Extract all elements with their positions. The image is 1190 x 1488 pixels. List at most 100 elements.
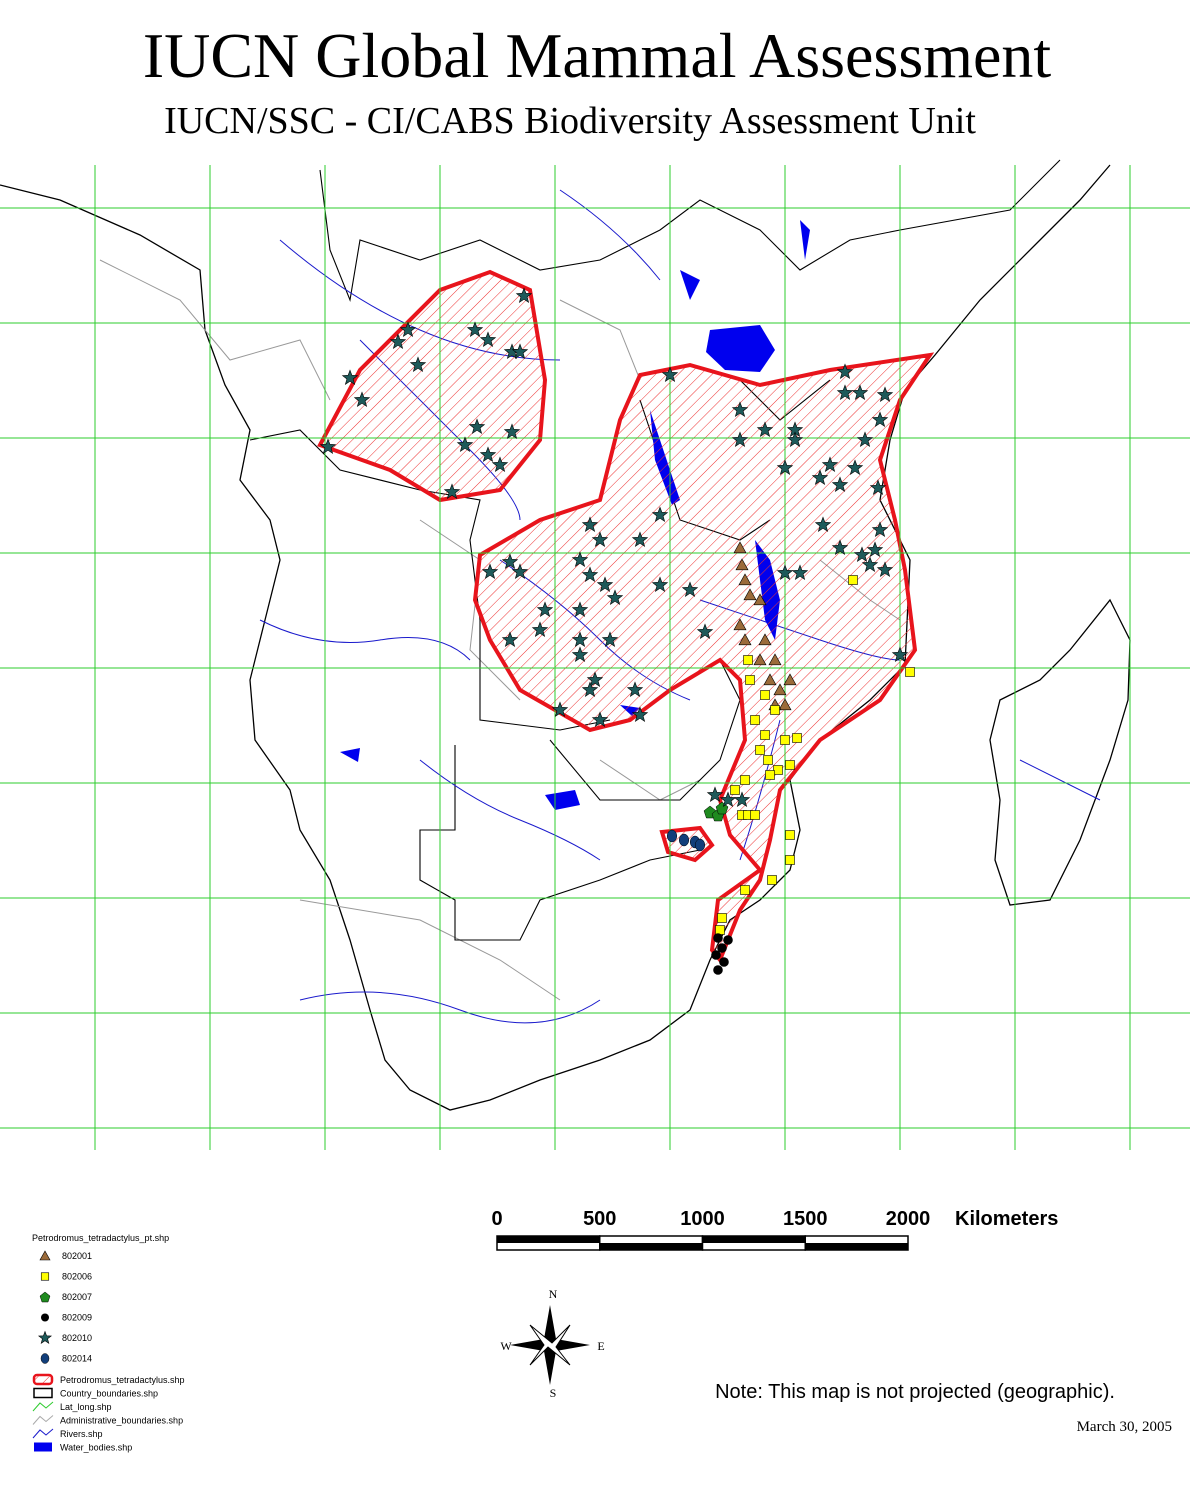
star-marker bbox=[551, 701, 569, 717]
occurrence-points bbox=[319, 287, 915, 975]
star-marker bbox=[536, 601, 554, 617]
square-marker bbox=[767, 875, 777, 885]
star-marker bbox=[606, 589, 624, 605]
star-marker bbox=[731, 401, 749, 417]
square-marker bbox=[770, 705, 780, 715]
star-marker bbox=[479, 446, 497, 462]
star-marker bbox=[531, 621, 549, 637]
square-marker bbox=[785, 855, 795, 865]
legend-layer-label: Petrodromus_tetradactylus.shp bbox=[60, 1375, 185, 1385]
square-marker bbox=[743, 655, 753, 665]
subtitle: IUCN/SSC - CI/CABS Biodiversity Assessme… bbox=[164, 100, 976, 142]
compass-w: W bbox=[500, 1339, 512, 1353]
info-marker bbox=[678, 833, 690, 847]
square-marker bbox=[760, 690, 770, 700]
legend-layer-label: Rivers.shp bbox=[60, 1429, 103, 1439]
star-marker bbox=[891, 646, 909, 662]
star-marker bbox=[876, 561, 894, 577]
legend-admin bbox=[32, 1415, 54, 1425]
star-marker bbox=[353, 391, 371, 407]
compass-s: S bbox=[550, 1386, 557, 1400]
legend-point-label: 802001 bbox=[62, 1251, 92, 1261]
star-marker bbox=[581, 516, 599, 532]
square-marker bbox=[755, 745, 765, 755]
scale-label: 1500 bbox=[783, 1208, 828, 1230]
date: March 30, 2005 bbox=[1077, 1419, 1172, 1435]
star-marker bbox=[341, 369, 359, 385]
legend-layer-label: Water_bodies.shp bbox=[60, 1443, 132, 1453]
info-marker bbox=[40, 1353, 50, 1364]
triangle-marker bbox=[743, 588, 757, 601]
star-marker bbox=[853, 546, 871, 562]
star-marker bbox=[831, 539, 849, 555]
star-marker bbox=[856, 431, 874, 447]
legend-point-label: 802006 bbox=[62, 1272, 92, 1282]
star-marker bbox=[651, 576, 669, 592]
star-marker bbox=[776, 564, 794, 580]
square-marker bbox=[905, 667, 915, 677]
star-marker bbox=[731, 431, 749, 447]
star-marker bbox=[596, 576, 614, 592]
star-marker bbox=[821, 456, 839, 472]
triangle-marker bbox=[768, 653, 782, 666]
star-marker bbox=[501, 553, 519, 569]
square-marker bbox=[715, 925, 725, 935]
scale-label: 500 bbox=[583, 1208, 616, 1230]
star-marker bbox=[511, 563, 529, 579]
legend-country bbox=[33, 1387, 53, 1399]
square-marker bbox=[745, 675, 755, 685]
star-marker bbox=[37, 1330, 53, 1345]
star-marker bbox=[581, 566, 599, 582]
scale-label: 2000 bbox=[886, 1208, 931, 1230]
star-marker bbox=[468, 418, 486, 434]
star-marker bbox=[866, 541, 884, 557]
square-marker bbox=[740, 885, 750, 895]
scale-fill bbox=[805, 1243, 908, 1250]
compass-n: N bbox=[549, 1287, 558, 1301]
legend-point-label: 802009 bbox=[62, 1313, 92, 1323]
legend-layer-label: Administrative_boundaries.shp bbox=[60, 1416, 183, 1426]
star-marker bbox=[706, 786, 724, 802]
triangle-marker bbox=[763, 673, 777, 686]
square-marker bbox=[773, 765, 783, 775]
square-marker bbox=[760, 730, 770, 740]
star-marker bbox=[601, 631, 619, 647]
star-marker bbox=[586, 671, 604, 687]
triangle-marker bbox=[778, 698, 792, 711]
scale-bar: Kilometers 0 500 1000 1500 2000 bbox=[491, 1208, 1058, 1251]
star-marker bbox=[571, 601, 589, 617]
triangle-marker bbox=[735, 558, 749, 571]
star-marker bbox=[869, 479, 887, 495]
dot-marker bbox=[41, 1313, 49, 1322]
triangle-marker bbox=[773, 683, 787, 696]
legend: Petrodromus_tetradactylus_pt.shp 802001 8… bbox=[32, 1233, 185, 1453]
star-marker bbox=[661, 366, 679, 382]
star-marker bbox=[591, 711, 609, 727]
star-marker bbox=[581, 681, 599, 697]
legend-point-label: 802010 bbox=[62, 1333, 92, 1343]
star-marker bbox=[319, 438, 337, 454]
star-marker bbox=[831, 476, 849, 492]
triangle-marker bbox=[783, 673, 797, 686]
star-marker bbox=[651, 506, 669, 522]
square-marker bbox=[763, 755, 773, 765]
madagascar bbox=[989, 598, 1131, 906]
star-marker bbox=[814, 516, 832, 532]
star-marker bbox=[681, 581, 699, 597]
lat-long-grid bbox=[0, 165, 1190, 1150]
star-marker bbox=[409, 356, 427, 372]
star-marker bbox=[851, 384, 869, 400]
map-frame bbox=[0, 159, 1190, 1150]
dot-marker bbox=[719, 957, 729, 967]
compass-e: E bbox=[597, 1339, 604, 1353]
dot-marker bbox=[713, 933, 723, 943]
star-marker bbox=[399, 321, 417, 337]
star-marker bbox=[479, 331, 497, 347]
square-marker bbox=[40, 1272, 50, 1281]
legend-point-label: 802007 bbox=[62, 1292, 92, 1302]
square-marker bbox=[750, 810, 760, 820]
dot-marker bbox=[723, 935, 733, 945]
star-marker bbox=[871, 411, 889, 427]
star-marker bbox=[626, 681, 644, 697]
